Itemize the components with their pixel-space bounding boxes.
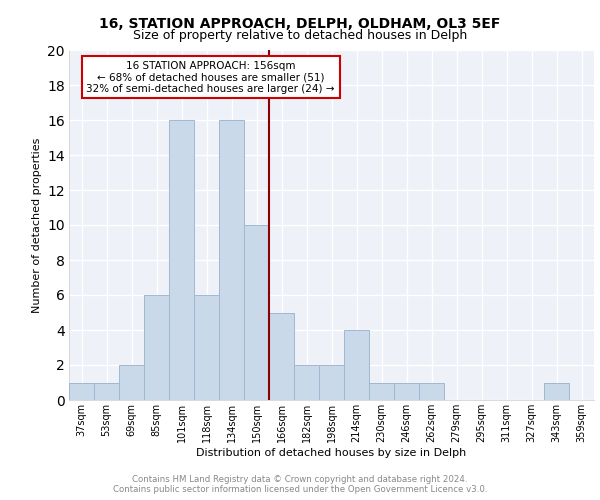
Text: 16 STATION APPROACH: 156sqm
← 68% of detached houses are smaller (51)
32% of sem: 16 STATION APPROACH: 156sqm ← 68% of det… — [86, 60, 335, 94]
Bar — [269, 312, 294, 400]
Bar — [419, 382, 444, 400]
Bar — [144, 295, 169, 400]
Bar — [219, 120, 244, 400]
Bar — [294, 365, 319, 400]
Text: 16, STATION APPROACH, DELPH, OLDHAM, OL3 5EF: 16, STATION APPROACH, DELPH, OLDHAM, OL3… — [100, 18, 500, 32]
Bar — [344, 330, 369, 400]
Bar — [394, 382, 419, 400]
Bar — [319, 365, 344, 400]
Bar — [69, 382, 94, 400]
X-axis label: Distribution of detached houses by size in Delph: Distribution of detached houses by size … — [196, 448, 467, 458]
Bar — [119, 365, 144, 400]
Bar — [244, 225, 269, 400]
Bar — [169, 120, 194, 400]
Bar — [369, 382, 394, 400]
Bar — [94, 382, 119, 400]
Y-axis label: Number of detached properties: Number of detached properties — [32, 138, 41, 312]
Bar — [544, 382, 569, 400]
Text: Contains HM Land Registry data © Crown copyright and database right 2024.
Contai: Contains HM Land Registry data © Crown c… — [113, 474, 487, 494]
Bar — [194, 295, 219, 400]
Text: Size of property relative to detached houses in Delph: Size of property relative to detached ho… — [133, 29, 467, 42]
